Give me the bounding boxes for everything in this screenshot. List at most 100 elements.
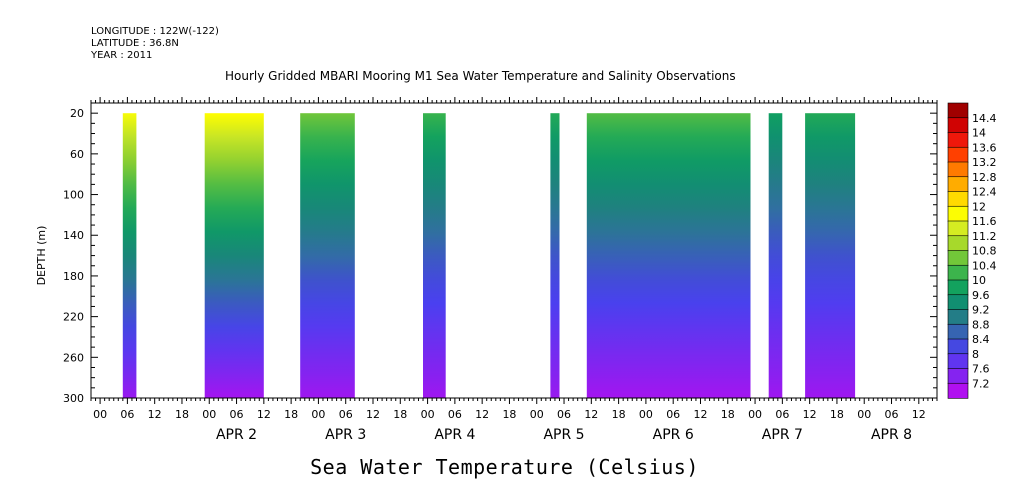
colorbar-box	[947, 220, 969, 237]
x-tick-label: 18	[175, 408, 189, 421]
colorbar-label: 8.8	[972, 318, 990, 331]
x-day-label: APR 7	[762, 427, 803, 443]
colorbar-label: 13.6	[972, 141, 997, 154]
colorbar-box	[947, 161, 969, 178]
colorbar-box	[947, 132, 969, 148]
x-tick-label: 18	[612, 408, 626, 421]
x-tick-label: 18	[721, 408, 735, 421]
x-tick-label: 06	[775, 408, 789, 421]
colorbar-box	[947, 368, 969, 384]
colorbar-box	[947, 205, 969, 222]
y-tick-label: 260	[63, 351, 84, 364]
x-tick-label: 06	[448, 408, 462, 421]
colorbar-label: 10	[972, 274, 986, 287]
colorbar-label: 12	[972, 200, 986, 213]
colorbar-title: Sea Water Temperature (Celsius)	[310, 455, 699, 479]
y-tick-label: 20	[70, 107, 84, 120]
x-tick-label: 00	[639, 408, 653, 421]
x-tick-label: 06	[885, 408, 899, 421]
y-tick-label: 180	[63, 270, 84, 283]
y-tick-label: 300	[63, 392, 84, 405]
colorbar-box	[947, 264, 969, 281]
longitude-label: LONGITUDE : 122W(-122)	[91, 26, 219, 37]
x-tick-label: 00	[530, 408, 544, 421]
colorbar-label: 8	[972, 348, 979, 361]
x-tick-label: 12	[148, 408, 162, 421]
colorbar-box	[947, 338, 969, 355]
colorbar-label: 10.8	[972, 245, 997, 258]
latitude-label: LATITUDE : 36.8N	[91, 38, 179, 49]
x-tick-label: 12	[475, 408, 489, 421]
colorbar-box	[947, 294, 969, 311]
x-tick-label: 12	[366, 408, 380, 421]
x-tick-label: 06	[557, 408, 571, 421]
x-day-label: APR 4	[434, 427, 475, 443]
x-tick-label: 18	[393, 408, 407, 421]
x-tick-label: 00	[311, 408, 325, 421]
x-tick-label: 00	[748, 408, 762, 421]
x-tick-label: 06	[120, 408, 134, 421]
colorbar-box	[947, 235, 969, 252]
data-segment	[805, 113, 856, 398]
colorbar-box	[947, 382, 969, 399]
colorbar-label: 13.2	[972, 156, 997, 169]
x-tick-label: 06	[666, 408, 680, 421]
axes: 00 06 12 18 00 06 12 18 00 06 12 18 00 06 12 18 00 06 12 18…	[35, 97, 938, 443]
colorbar-box	[947, 191, 969, 207]
colorbar-label: 7.2	[972, 377, 990, 390]
x-tick-label: 06	[339, 408, 353, 421]
colorbar-box	[947, 176, 969, 193]
colorbar-label: 14.4	[972, 112, 997, 125]
y-tick-label: 60	[70, 148, 84, 161]
data-segment	[423, 113, 446, 398]
data-segment	[204, 113, 264, 398]
x-day-label: APR 6	[653, 427, 694, 443]
colorbar-label: 10.4	[972, 259, 997, 272]
x-tick-label: 00	[202, 408, 216, 421]
colorbar-box	[947, 102, 969, 119]
x-tick-label: 12	[912, 408, 926, 421]
colorbar-label: 12.4	[972, 186, 997, 199]
x-tick-label: 00	[93, 408, 107, 421]
colorbar-label: 11.6	[972, 215, 997, 228]
colorbar-box	[947, 323, 969, 340]
x-tick-label: 00	[421, 408, 435, 421]
chart-title: Hourly Gridded MBARI Mooring M1 Sea Wate…	[225, 69, 736, 83]
colorbar-box	[947, 309, 969, 325]
y-tick-label: 100	[63, 189, 84, 202]
colorbar-box	[947, 353, 969, 370]
data-segment	[768, 113, 783, 398]
data-segment	[586, 113, 751, 398]
colorbar-label: 8.4	[972, 333, 990, 346]
colorbar-label: 11.2	[972, 230, 997, 243]
x-day-label: APR 5	[543, 427, 584, 443]
x-tick-label: 12	[257, 408, 271, 421]
colorbar-box	[947, 146, 969, 163]
y-tick-label: 220	[63, 311, 84, 324]
x-tick-label: 00	[857, 408, 871, 421]
x-tick-label: 06	[230, 408, 244, 421]
y-tick-label: 140	[63, 229, 84, 242]
colorbar-label: 7.6	[972, 363, 990, 376]
x-tick-label: 12	[584, 408, 598, 421]
x-day-label: APR 8	[871, 427, 912, 443]
colorbar-label: 12.8	[972, 171, 997, 184]
x-day-label: APR 3	[325, 427, 366, 443]
data-segment	[122, 113, 137, 398]
x-day-label: APR 2	[216, 427, 257, 443]
colorbar-label: 9.2	[972, 304, 990, 317]
colorbar-label: 14	[972, 127, 986, 140]
colorbar-box	[947, 279, 969, 296]
x-tick-label: 12	[693, 408, 707, 421]
colorbar-box	[947, 117, 969, 134]
year-label: YEAR : 2011	[91, 50, 153, 61]
y-axis-label: DEPTH (m)	[35, 226, 48, 286]
x-tick-label: 18	[284, 408, 298, 421]
colorbar-box	[947, 250, 969, 266]
data-segment	[300, 113, 355, 398]
x-tick-label: 18	[502, 408, 516, 421]
colorbar-label: 9.6	[972, 289, 990, 302]
data-segment	[550, 113, 560, 398]
